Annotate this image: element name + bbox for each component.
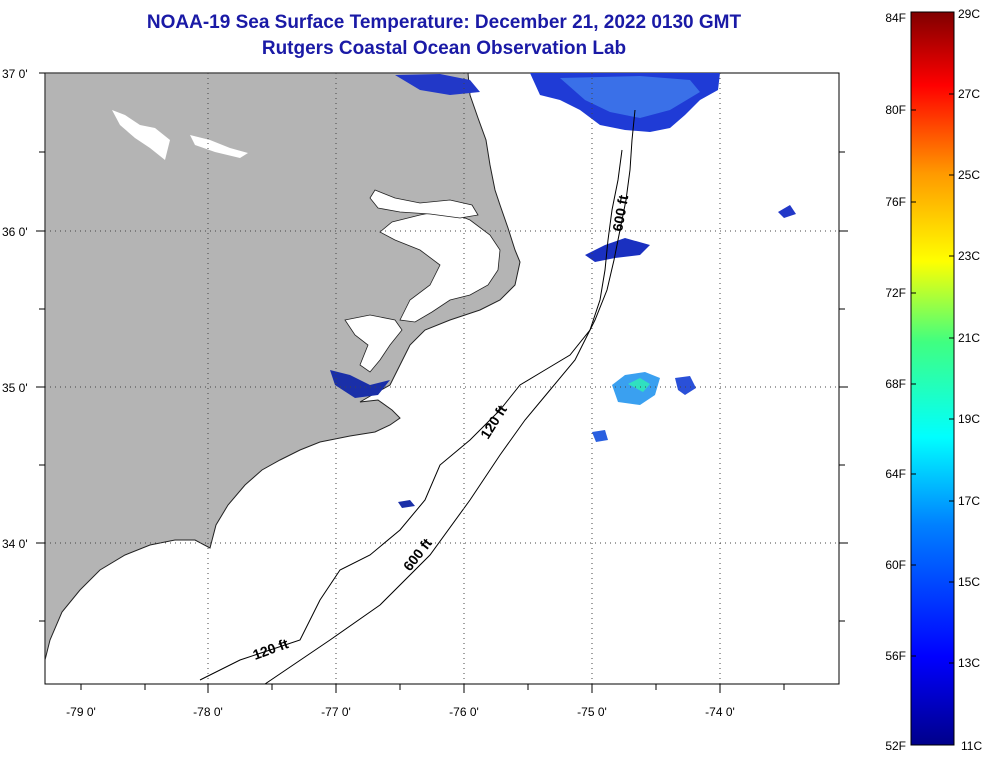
lon-label-79: -79 0' [66,705,96,719]
cb-c-23: 23C [958,249,980,263]
cb-c-17: 17C [958,494,980,508]
cb-c-21: 21C [958,331,980,345]
cb-c-15: 15C [958,575,980,589]
lat-label-34: 34 0' [2,537,28,551]
colorbar-ticks [911,93,954,664]
sst-patch-east [675,376,696,395]
albemarle-sound [369,189,479,219]
sst-patch-south [592,430,608,442]
sst-patch-small [398,500,415,508]
lat-label-36: 36 0' [2,225,28,239]
lon-label-78: -78 0' [193,705,223,719]
lon-label-74: -74 0' [705,705,735,719]
colorbar-f-labels: 84F 80F 76F 72F 68F 64F 60F 56F 52F [885,11,906,753]
graticule [45,73,839,684]
colorbar-c-labels: 29C 27C 25C 23C 21C 19C 17C 15C 13C 11C [958,7,982,753]
lon-label-77: -77 0' [321,705,351,719]
lon-label-76: -76 0' [449,705,479,719]
sst-patch-mid [585,238,650,262]
cb-f-60: 60F [885,558,906,572]
cb-f-56: 56F [885,649,906,663]
colorbar [910,11,955,746]
pamlico-sound [379,209,501,323]
cb-c-13: 13C [958,656,980,670]
sst-patch-north-light [560,76,700,118]
lat-label-35: 35 0' [2,381,28,395]
neuse-river [344,314,403,373]
cb-f-84: 84F [885,11,906,25]
lon-label-75: -75 0' [577,705,607,719]
contour-label-600-upper: 600 ft [609,193,631,232]
cb-f-76: 76F [885,195,906,209]
sst-patch-nw [395,74,480,95]
map-subtitle: Rutgers Coastal Ocean Observation Lab [261,38,627,59]
inland-lake-2 [190,135,248,158]
cb-c-29: 29C [958,7,980,21]
inland-lake-1 [112,110,170,160]
contour-600ft [264,109,636,684]
lat-label-37: 37 0' [2,67,28,81]
cb-f-68: 68F [885,377,906,391]
contour-120ft [199,149,623,681]
cb-f-52: 52F [885,739,906,753]
cb-f-72: 72F [885,286,906,300]
cb-c-27: 27C [958,87,980,101]
sst-patch-offshore [612,372,660,405]
cb-c-25: 25C [958,168,980,182]
cb-f-64: 64F [885,467,906,481]
sst-patch-offshore-cyan [628,378,650,392]
cb-f-80: 80F [885,103,906,117]
sst-patch-pamlico [330,370,390,398]
sst-patch-far-east [778,205,796,218]
cb-c-11: 11C [961,739,982,753]
cb-c-19: 19C [958,412,980,426]
tick-marks [36,72,848,693]
map-title: NOAA-19 Sea Surface Temperature: Decembe… [146,12,742,33]
